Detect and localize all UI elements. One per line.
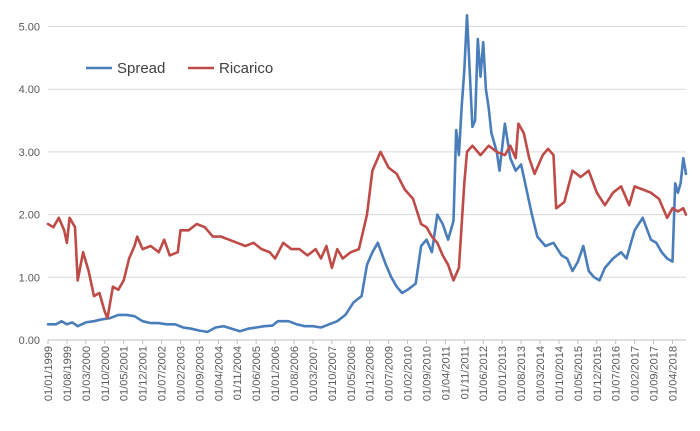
y-tick-label: 0.00 — [19, 335, 40, 347]
x-tick-label: 01/12/2001 — [138, 346, 150, 401]
legend-label-spread: Spread — [117, 60, 165, 77]
x-tick-label: 01/01/2006 — [270, 346, 282, 401]
x-tick-label: 01/03/2007 — [308, 346, 320, 401]
x-tick-label: 01/07/2002 — [157, 346, 169, 401]
x-tick-label: 01/08/1999 — [62, 346, 74, 401]
y-tick-label: 3.00 — [19, 147, 40, 159]
series-line-spread — [46, 14, 688, 334]
x-tick-label: 01/12/2008 — [365, 346, 377, 401]
x-tick-label: 01/11/2011 — [459, 346, 471, 399]
x-tick-label: 01/05/2001 — [119, 346, 131, 401]
x-tick-label: 01/11/2004 — [232, 346, 244, 400]
x-tick-label: 01/01/1999 — [43, 346, 55, 401]
x-tick-label: 01/06/2005 — [251, 346, 263, 401]
y-tick-label: 5.00 — [19, 22, 40, 34]
y-tick-label: 2.00 — [19, 210, 40, 222]
x-tick-label: 01/02/2010 — [403, 346, 415, 401]
x-tick-label: 01/08/2006 — [289, 346, 301, 401]
x-tick-label: 01/04/2018 — [667, 346, 679, 401]
x-tick-label: 01/10/2007 — [327, 346, 339, 401]
x-tick-label: 01/05/2015 — [573, 346, 585, 401]
x-tick-label: 01/08/2013 — [516, 346, 528, 401]
x-tick-label: 01/03/2000 — [81, 346, 93, 401]
x-tick-label: 01/12/2015 — [592, 346, 604, 401]
x-tick-label: 01/07/2009 — [384, 346, 396, 401]
x-tick-label: 01/09/2003 — [194, 346, 206, 401]
legend: Spread Ricarico — [86, 60, 273, 77]
x-tick-label: 01/01/2013 — [497, 346, 509, 401]
x-tick-label: 01/04/2004 — [213, 346, 225, 401]
x-tick-label: 01/09/2010 — [421, 346, 433, 401]
x-tick-label: 01/02/2017 — [630, 346, 642, 401]
y-tick-label: 1.00 — [19, 272, 40, 284]
axes: 0.00 1.00 2.00 3.00 4.00 5.00 01/01/1999 01/08/… — [19, 22, 686, 401]
x-tick-label: 01/09/2017 — [649, 346, 661, 401]
x-tick-label: 01/04/2011 — [440, 346, 452, 400]
x-tick-label: 01/06/2012 — [478, 346, 490, 401]
legend-label-ricarico: Ricarico — [219, 60, 273, 77]
series-lines — [46, 14, 688, 334]
x-tick-label: 01/07/2016 — [611, 346, 623, 401]
x-tick-label: 01/10/2000 — [100, 346, 112, 401]
y-tick-label: 4.00 — [19, 84, 40, 96]
series-line-ricarico — [46, 122, 688, 320]
x-tick-label: 01/10/2014 — [554, 346, 566, 401]
x-tick-label: 01/05/2008 — [346, 346, 358, 401]
gridlines — [48, 26, 686, 278]
x-tick-label: 01/02/2003 — [175, 346, 187, 401]
x-tick-label: 01/03/2014 — [535, 346, 547, 401]
